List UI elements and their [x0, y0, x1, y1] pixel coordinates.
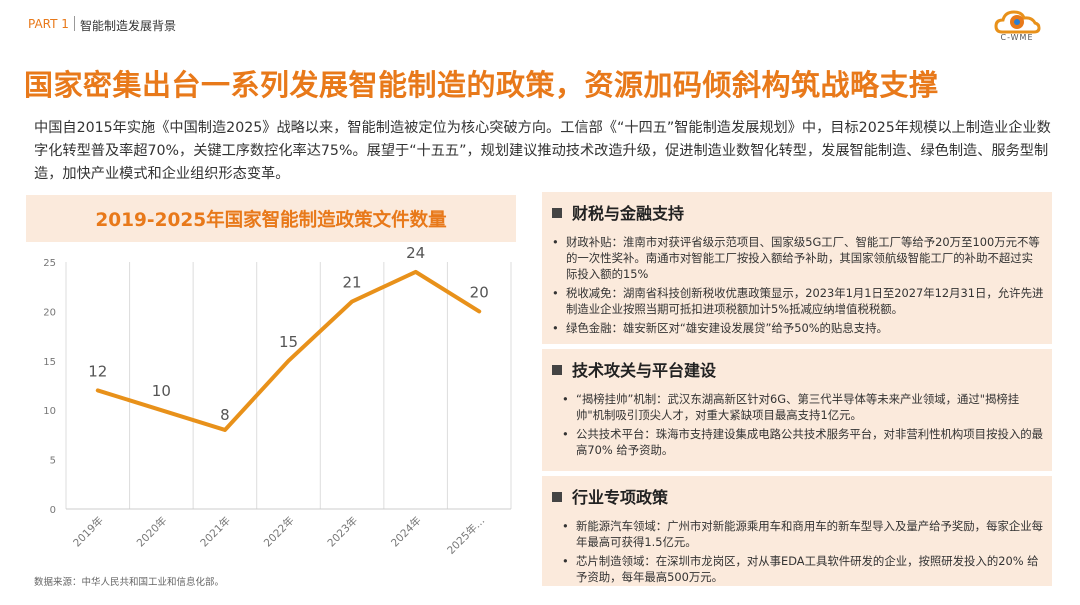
part-label: PART 1: [28, 17, 69, 31]
data-source-note: 数据来源：中华人民共和国工业和信息化部。: [34, 577, 225, 588]
panel-title: 财税与金融支持: [552, 200, 684, 224]
data-label: 24: [406, 245, 425, 262]
logo-text: C-WME: [1000, 33, 1034, 42]
y-tick-label: 0: [50, 505, 56, 516]
x-tick-label: 2025年…: [444, 514, 487, 557]
list-item: “揭榜挂帅”机制：武汉东湖高新区针对6G、第三代半导体等未来产业领域，通过"揭榜…: [560, 391, 1044, 423]
chart-title-band: [26, 195, 516, 242]
intro-paragraph: 中国自2015年实施《中国制造2025》战略以来，智能制造被定位为核心突破方向。…: [34, 120, 1051, 182]
policy-count-line-chart: 0 5 10 15 20 25 12 10 8 15 21 24 20 2019年 2020年 2021年 20…: [43, 245, 512, 557]
list-item: 绿色金融：雄安新区对“雄安建设发展贷”给予50%的贴息支持。: [550, 320, 1044, 336]
header-divider: [74, 16, 75, 31]
x-tick-label: 2019年: [70, 514, 106, 550]
y-tick-label: 25: [43, 258, 56, 269]
x-tick-label: 2020年: [134, 514, 170, 550]
panel-tech-platform: 技术攻关与平台建设 “揭榜挂帅”机制：武汉东湖高新区针对6G、第三代半导体等未来…: [542, 349, 1052, 471]
square-bullet-icon: [552, 492, 562, 502]
data-label: 10: [152, 382, 171, 400]
list-item: 新能源汽车领域：广州市对新能源乘用车和商用车的新车型导入及量产给予奖励，每家企业…: [560, 518, 1044, 550]
x-tick-label: 2021年: [198, 514, 234, 550]
panel-list: “揭榜挂帅”机制：武汉东湖高新区针对6G、第三代半导体等未来产业领域，通过"揭榜…: [560, 391, 1044, 461]
panel-list: 新能源汽车领域：广州市对新能源乘用车和商用车的新车型导入及量产给予奖励，每家企业…: [560, 518, 1044, 588]
square-bullet-icon: [552, 365, 562, 375]
list-item: 公共技术平台：珠海市支持建设集成电路公共技术服务平台，对非营利性机构项目按投入的…: [560, 426, 1044, 458]
section-label: 智能制造发展背景: [80, 19, 177, 33]
page-title: 国家密集出台一系列发展智能制造的政策，资源加码倾斜构筑战略支撑: [24, 68, 939, 102]
y-tick-label: 5: [50, 456, 56, 467]
data-label: 15: [279, 333, 298, 351]
square-bullet-icon: [552, 208, 562, 218]
cloud-logo-icon: [994, 10, 1041, 34]
chart-title: 2019-2025年国家智能制造政策文件数量: [95, 210, 447, 231]
list-item: 芯片制造领域：在深圳市龙岗区，对从事EDA工具软件研发的企业，按照研发投入的20…: [560, 553, 1044, 585]
y-tick-label: 20: [43, 307, 56, 318]
panel-fiscal-finance: 财税与金融支持 财政补贴：淮南市对获评省级示范项目、国家级5G工厂、智能工厂等给…: [542, 192, 1052, 344]
data-label: 8: [220, 406, 230, 424]
y-tick-label: 15: [43, 357, 56, 368]
y-tick-label: 10: [43, 406, 56, 417]
panel-title: 技术攻关与平台建设: [552, 357, 716, 381]
list-item: 税收减免：湖南省科技创新税收优惠政策显示，2023年1月1日至2027年12月3…: [550, 285, 1044, 317]
data-label: 12: [88, 362, 107, 380]
data-label: 20: [470, 283, 489, 301]
panel-title: 行业专项政策: [552, 484, 668, 508]
x-tick-label: 2023年: [325, 514, 361, 550]
list-item: 财政补贴：淮南市对获评省级示范项目、国家级5G工厂、智能工厂等给予20万至100…: [550, 234, 1044, 282]
data-label: 21: [343, 274, 362, 292]
panel-industry-policy: 行业专项政策 新能源汽车领域：广州市对新能源乘用车和商用车的新车型导入及量产给予…: [542, 476, 1052, 586]
x-tick-label: 2022年: [261, 514, 297, 550]
panel-list: 财政补贴：淮南市对获评省级示范项目、国家级5G工厂、智能工厂等给予20万至100…: [550, 234, 1044, 339]
x-tick-label: 2024年: [388, 514, 424, 550]
series-line: [95, 269, 482, 432]
